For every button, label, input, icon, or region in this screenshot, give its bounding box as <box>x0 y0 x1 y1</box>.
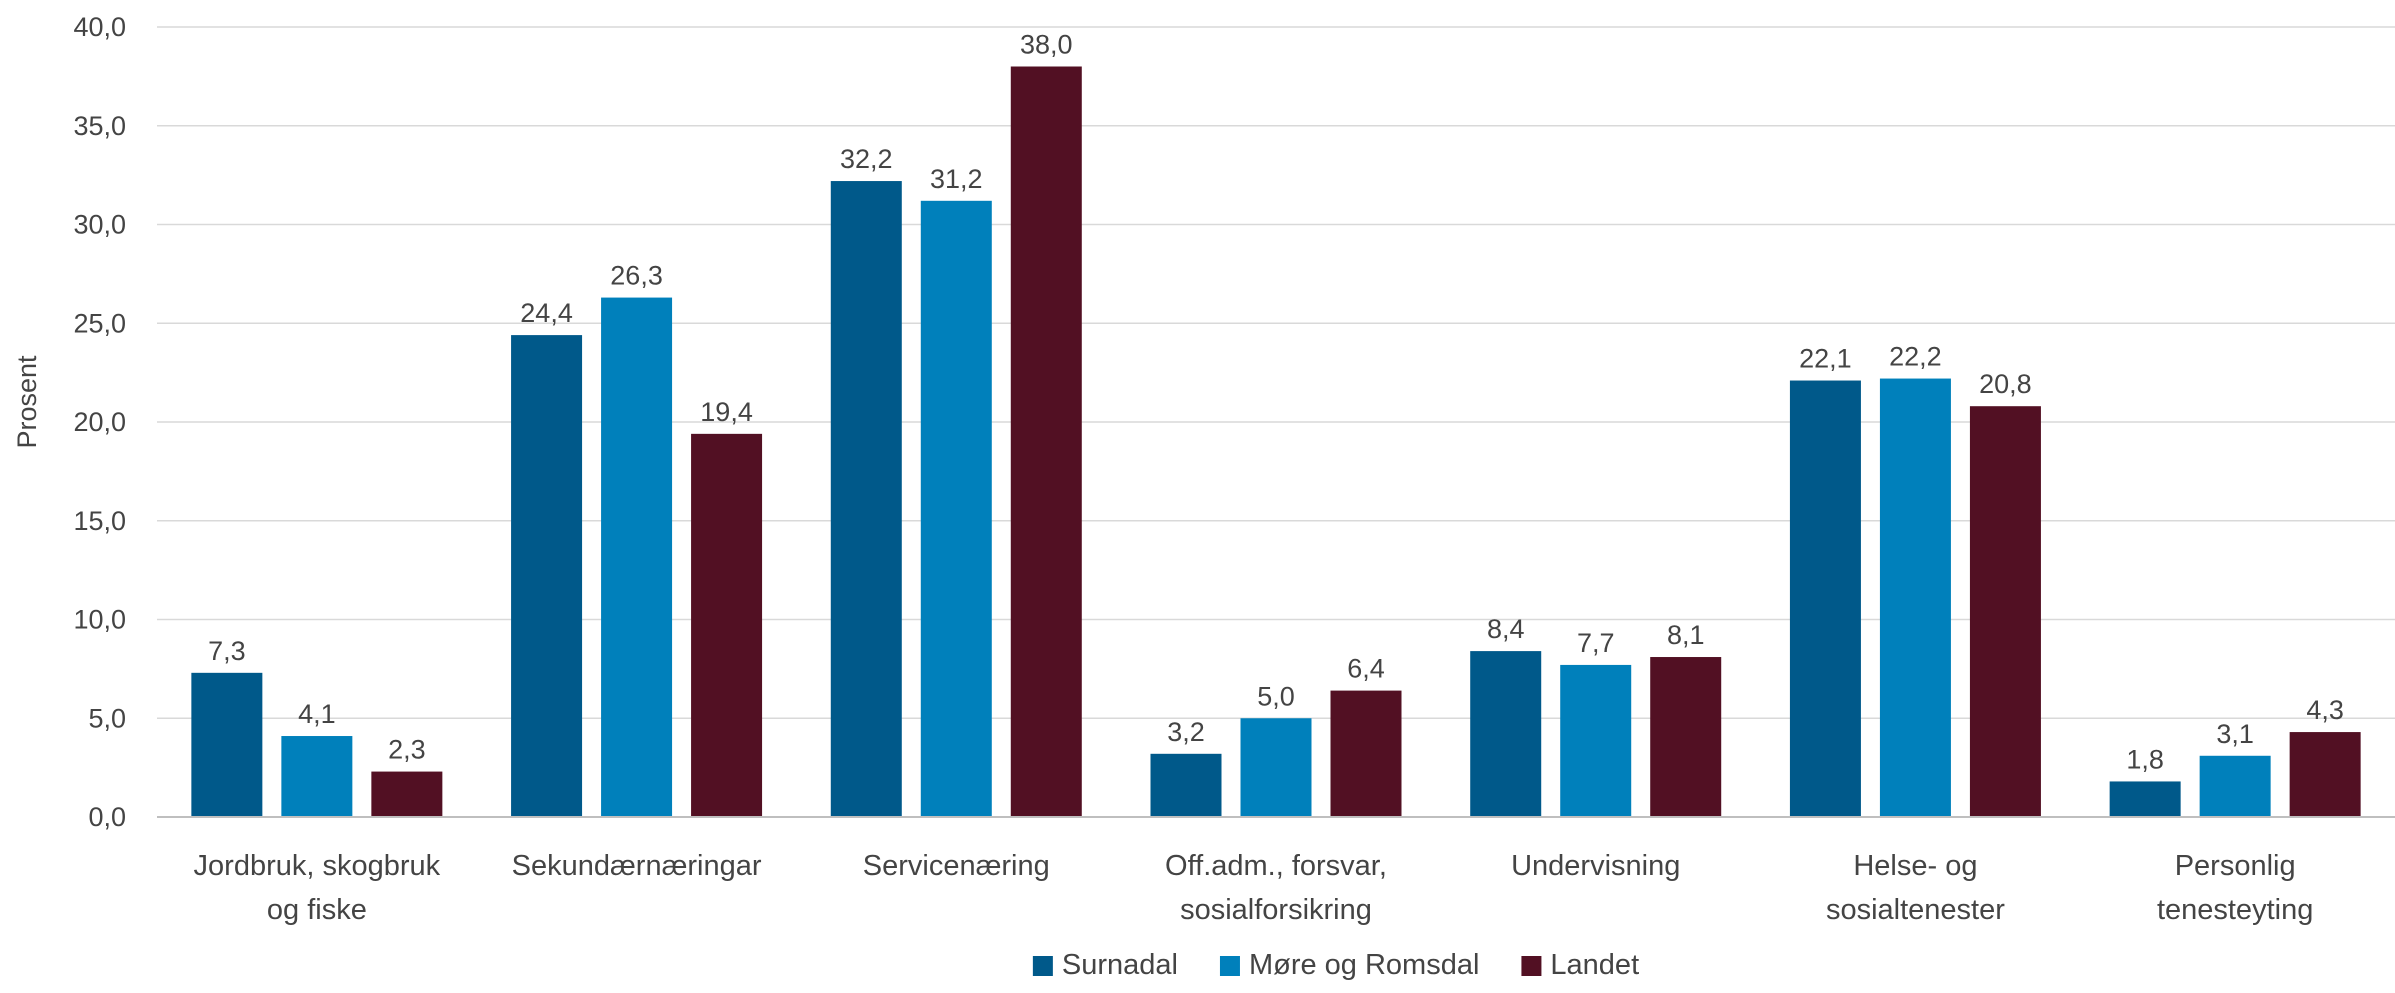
data-label: 4,1 <box>298 699 336 729</box>
x-category-label: Off.adm., forsvar, sosialforsikring <box>1165 850 1387 926</box>
bar <box>1240 718 1312 817</box>
bar <box>511 335 583 817</box>
data-label: 38,0 <box>1020 30 1073 60</box>
data-label: 2,3 <box>388 735 426 765</box>
y-tick-label: 15,0 <box>73 506 126 536</box>
data-label: 3,1 <box>2216 719 2254 749</box>
legend: Surnadal Møre og Romsdal Landet <box>1032 949 1639 981</box>
data-label: 6,4 <box>1347 654 1385 684</box>
y-tick-label: 0,0 <box>88 802 126 832</box>
bar <box>281 736 353 817</box>
bar <box>1650 657 1722 817</box>
data-label: 7,3 <box>208 636 246 666</box>
y-axis-ticks: 0,0 5,0 10,0 15,0 20,0 25,0 30,0 35,0 40,0 <box>73 12 126 832</box>
y-tick-label: 40,0 <box>73 12 126 42</box>
data-label: 20,8 <box>1979 369 2032 399</box>
y-tick-label: 10,0 <box>73 605 126 635</box>
data-label: 8,4 <box>1487 614 1525 644</box>
bar <box>1879 378 1951 817</box>
legend-label: Landet <box>1550 949 1639 981</box>
data-label: 24,4 <box>520 298 573 328</box>
bar <box>2199 755 2271 817</box>
y-tick-label: 30,0 <box>73 210 126 240</box>
bars <box>191 66 2361 818</box>
data-label: 3,2 <box>1167 717 1205 747</box>
y-tick-label: 25,0 <box>73 308 126 338</box>
gridlines <box>157 26 2395 719</box>
data-label: 4,3 <box>2306 695 2344 725</box>
legend-swatch <box>1219 956 1240 976</box>
data-label: 1,8 <box>2126 744 2164 774</box>
x-category-label: Jordbruk, skogbruk og fiske <box>194 850 441 926</box>
bar <box>1789 380 1861 817</box>
bar <box>1330 690 1402 817</box>
bar <box>691 433 763 817</box>
legend-swatch <box>1521 956 1542 976</box>
bar <box>2109 781 2181 817</box>
data-labels: 7,3 4,1 2,3 24,4 26,3 19,4 32,2 31,2 38,0 3,2 5,0 6… <box>208 30 2344 775</box>
data-label: 7,7 <box>1577 628 1615 658</box>
data-label: 8,1 <box>1667 620 1705 650</box>
data-label: 31,2 <box>930 164 983 194</box>
legend-swatch <box>1032 956 1053 976</box>
legend-label: Møre og Romsdal <box>1249 949 1479 981</box>
x-axis-categories: Jordbruk, skogbruk og fiske Sekundærnæring… <box>194 850 2314 926</box>
bar <box>1470 651 1542 817</box>
data-label: 22,1 <box>1799 344 1852 374</box>
x-category-label: Sekundærnæringar <box>512 850 762 882</box>
x-category-label: Personlig tenesteyting <box>2157 850 2313 926</box>
data-label: 22,2 <box>1889 342 1942 372</box>
data-label: 19,4 <box>700 397 753 427</box>
bar <box>1560 664 1632 817</box>
data-label: 26,3 <box>610 261 663 291</box>
y-tick-label: 35,0 <box>73 111 126 141</box>
bar <box>1150 753 1222 817</box>
bar <box>2289 732 2361 817</box>
bar <box>1969 406 2041 817</box>
bar <box>920 200 992 818</box>
data-label: 5,0 <box>1257 681 1295 711</box>
y-tick-label: 5,0 <box>88 703 126 733</box>
bar <box>1010 66 1082 817</box>
x-category-label: Helse- og sosialtenester <box>1826 850 2005 926</box>
x-category-label: Servicenæring <box>863 850 1050 882</box>
bar <box>191 672 263 817</box>
y-axis-title: Prosent <box>12 355 42 449</box>
y-tick-label: 20,0 <box>73 407 126 437</box>
legend-label: Surnadal <box>1062 949 1178 981</box>
bar <box>371 771 443 817</box>
x-category-label: Undervisning <box>1511 850 1680 882</box>
bar <box>601 297 673 817</box>
data-label: 32,2 <box>840 144 893 174</box>
bar <box>830 181 902 818</box>
